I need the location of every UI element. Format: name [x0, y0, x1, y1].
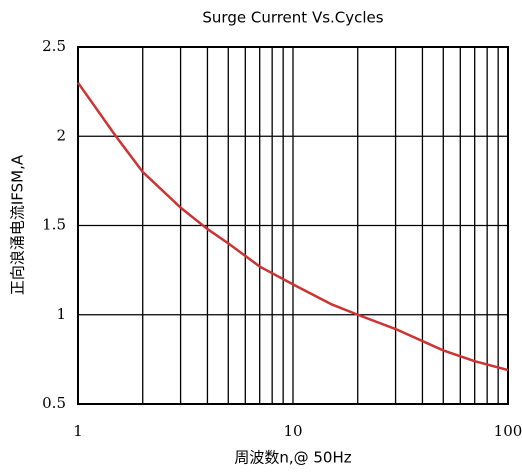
x-axis-label: 周波数n,@ 50Hz [234, 449, 351, 467]
plot-frame [77, 46, 509, 405]
y-tick-label: 1.5 [42, 216, 66, 234]
y-tick-label: 2 [56, 126, 66, 144]
x-tick-label: 100 [494, 422, 522, 440]
chart-title: Surge Current Vs.Cycles [202, 9, 383, 27]
y-tick-label: 1 [56, 305, 66, 323]
data-line [76, 81, 509, 372]
y-tick-label: 2.5 [42, 37, 66, 55]
x-tick-label: 1 [73, 422, 83, 440]
y-axis-label: 正向浪涌电流IFSM,A [9, 154, 27, 295]
x-tick-label: 10 [283, 422, 302, 440]
y-tick-label: 0.5 [42, 394, 66, 412]
